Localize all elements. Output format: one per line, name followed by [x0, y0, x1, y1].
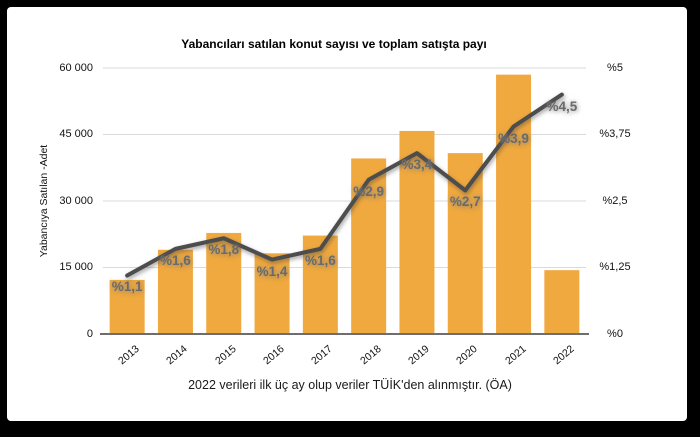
point-label-2017: %1,6	[304, 252, 336, 268]
bar-2014	[157, 249, 193, 334]
point-label-2019: %3,4	[401, 157, 433, 173]
right-tick-0: %0	[607, 327, 623, 340]
share-line	[125, 92, 564, 278]
bar-2022	[544, 270, 580, 334]
point-label-2015: %1,8	[208, 242, 240, 258]
right-tick-1: %1,25	[599, 261, 631, 273]
bar-2013	[109, 279, 145, 334]
point-label-2020: %2,7	[449, 194, 481, 210]
point-label-2018: %2,9	[353, 183, 385, 199]
bar-2019	[399, 130, 435, 334]
left-tick-2: 30 000	[59, 194, 93, 207]
point-label-2022: %4,5	[546, 98, 578, 114]
left-tick-3: 45 000	[59, 128, 93, 140]
chart-title: Yabancıları satılan konut sayısı ve topl…	[181, 37, 487, 51]
bar-2021	[496, 74, 532, 335]
right-tick-4: %5	[607, 61, 623, 74]
point-label-2016: %1,4	[256, 263, 288, 279]
left-tick-0: 0	[86, 327, 93, 340]
left-tick-4: 60 000	[59, 61, 93, 74]
point-label-2014: %1,6	[160, 252, 191, 268]
right-tick-2: %2,5	[602, 194, 628, 207]
bar-2015	[206, 232, 242, 334]
right-tick-3: %3,75	[599, 128, 631, 140]
left-tick-1: 15 000	[59, 261, 93, 273]
bar-2016	[254, 253, 290, 334]
point-label-2013: %1,1	[111, 279, 143, 295]
chart-caption: 2022 verileri ilk üç ay olup veriler TÜİ…	[188, 378, 512, 392]
bar-2018	[351, 158, 387, 334]
point-label-2021: %3,9	[498, 130, 529, 146]
